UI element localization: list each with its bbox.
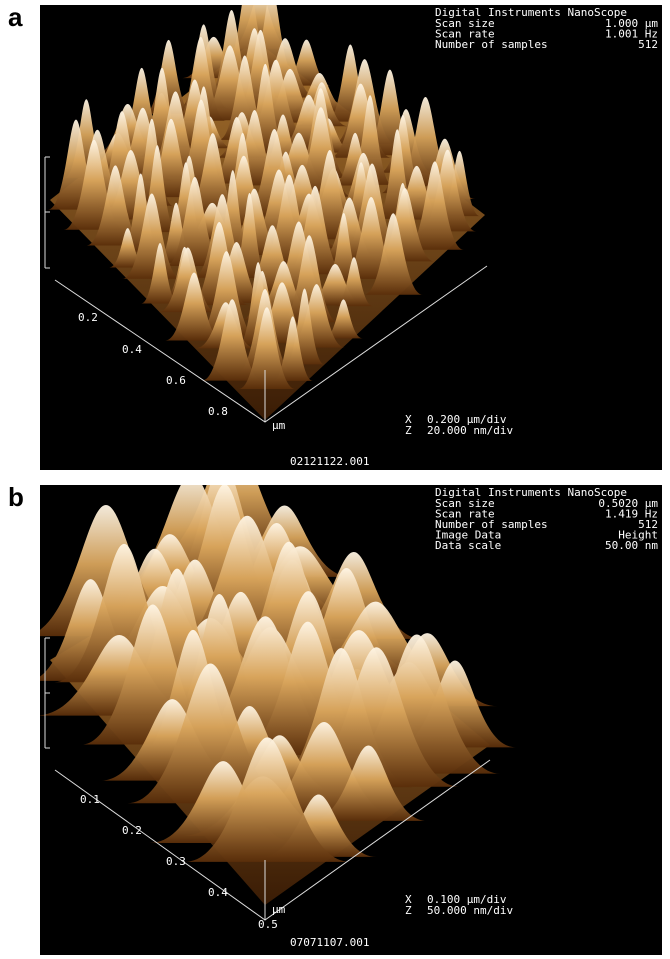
scale-axis: Z: [405, 424, 412, 437]
axis-tick-label: 0.5: [258, 918, 278, 931]
axis-tick-label: 0.3: [166, 855, 186, 868]
param-value: 50.00 nm: [605, 539, 658, 552]
scale-value: 20.000 nm/div: [427, 424, 513, 437]
axis-tick-label: 0.6: [166, 374, 186, 387]
figure: aDigital Instruments NanoScopeScan size1…: [0, 0, 670, 955]
axis-tick-label: 0.8: [208, 405, 228, 418]
axis-tick-label: 0.4: [122, 343, 142, 356]
panel-label: b: [8, 482, 24, 512]
axis-unit: µm: [272, 419, 286, 432]
axis-tick-label: 0.2: [78, 311, 98, 324]
axis-tick-label: 0.4: [208, 886, 228, 899]
filename: 07071107.001: [290, 936, 369, 949]
param-name: Data scale: [435, 539, 501, 552]
axis-tick-label: 0.2: [122, 824, 142, 837]
param-name: Number of samples: [435, 38, 548, 51]
panel-label: a: [8, 2, 23, 32]
scale-axis: Z: [405, 904, 412, 917]
scale-value: 50.000 nm/div: [427, 904, 513, 917]
axis-tick-label: 0.1: [80, 793, 100, 806]
param-value: 512: [638, 38, 658, 51]
axis-unit: µm: [272, 903, 286, 916]
filename: 02121122.001: [290, 455, 369, 468]
